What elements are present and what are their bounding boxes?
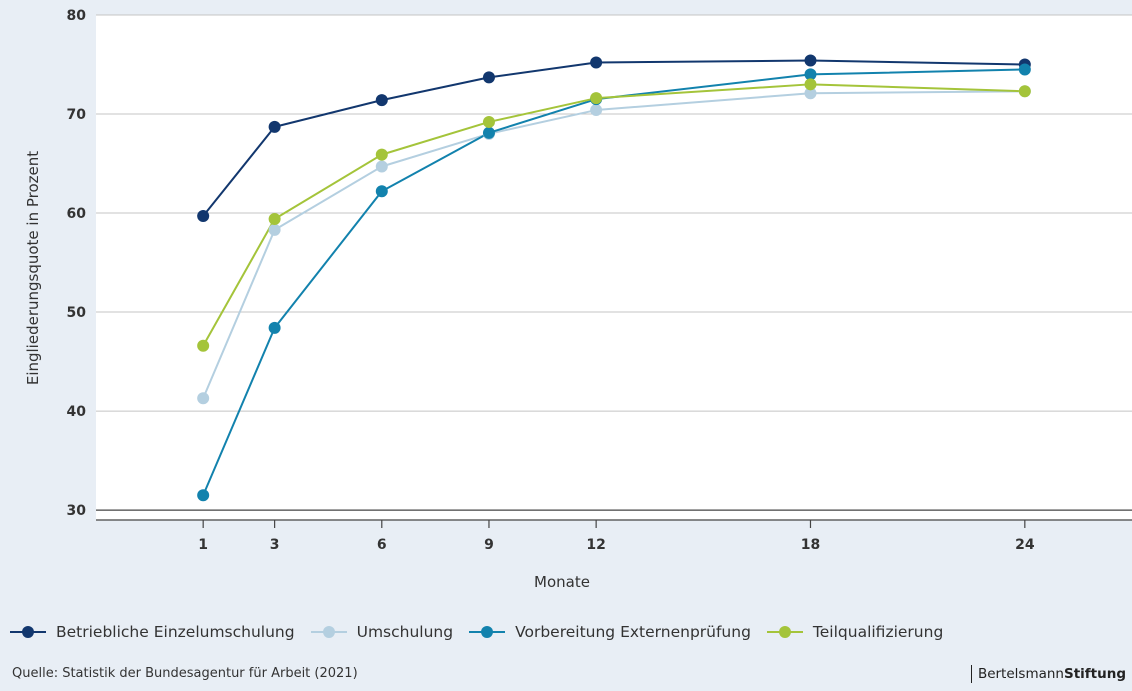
y-tick-label: 60 bbox=[67, 206, 87, 222]
brand-light: Bertelsmann bbox=[977, 666, 1064, 682]
y-tick-label: 50 bbox=[67, 305, 87, 321]
data-point bbox=[804, 54, 817, 67]
y-axis-ticks: 30 40 50 60 70 80 bbox=[67, 8, 87, 519]
x-tick-label: 24 bbox=[1015, 537, 1035, 553]
data-point bbox=[197, 210, 210, 223]
x-tick-label: 18 bbox=[801, 537, 820, 553]
data-point bbox=[590, 92, 603, 105]
data-point bbox=[375, 160, 388, 173]
brand-bold: Stiftung bbox=[1063, 666, 1126, 682]
data-point bbox=[268, 120, 281, 133]
data-point bbox=[590, 104, 603, 117]
legend-item: Umschulung bbox=[309, 623, 453, 641]
x-tick-label: 12 bbox=[586, 537, 605, 553]
y-tick-label: 70 bbox=[67, 107, 87, 123]
data-point bbox=[804, 68, 817, 81]
data-point bbox=[197, 339, 210, 352]
y-tick-label: 30 bbox=[67, 503, 87, 519]
data-point bbox=[375, 148, 388, 161]
plot-area bbox=[96, 15, 1132, 520]
data-point bbox=[375, 94, 388, 107]
legend-marker bbox=[469, 626, 506, 638]
source-note: Quelle: Statistik der Bundesagentur für … bbox=[12, 666, 358, 681]
legend-item: Teilqualifizierung bbox=[765, 623, 943, 641]
legend-item: Vorbereitung Externenprüfung bbox=[467, 623, 751, 641]
data-point bbox=[1018, 63, 1031, 76]
data-point bbox=[482, 126, 495, 139]
data-point bbox=[197, 489, 210, 502]
legend-label: Vorbereitung Externenprüfung bbox=[515, 623, 751, 641]
data-point bbox=[375, 185, 388, 198]
legend-label: Umschulung bbox=[356, 623, 454, 641]
x-tick-label: 3 bbox=[270, 537, 280, 553]
data-point bbox=[590, 56, 603, 69]
legend-label: Teilqualifizierung bbox=[812, 623, 944, 641]
data-point bbox=[482, 71, 495, 84]
data-point bbox=[197, 392, 210, 405]
data-point bbox=[268, 223, 281, 236]
brand-logo: BertelsmannStiftung bbox=[970, 665, 1126, 683]
data-point bbox=[268, 321, 281, 334]
series-group bbox=[197, 54, 1031, 502]
x-axis: 1 3 6 9 12 18 24 bbox=[96, 519, 1132, 553]
legend-marker bbox=[310, 626, 347, 638]
data-point bbox=[1018, 85, 1031, 98]
x-tick-label: 6 bbox=[377, 537, 387, 553]
data-point bbox=[804, 78, 817, 91]
y-tick-label: 40 bbox=[67, 404, 87, 420]
legend-marker bbox=[10, 626, 46, 638]
legend: Betriebliche Einzelumschulung Umschulung V… bbox=[8, 619, 1132, 645]
data-point bbox=[268, 212, 281, 225]
legend-item: Betriebliche Einzelumschulung bbox=[8, 623, 295, 641]
gridlines bbox=[96, 14, 1132, 511]
x-tick-label: 9 bbox=[484, 537, 494, 553]
y-axis-title: Eingliederungsquote in Prozent bbox=[24, 151, 42, 385]
legend-label: Betriebliche Einzelumschulung bbox=[56, 623, 295, 641]
data-point bbox=[482, 115, 495, 128]
data-point bbox=[804, 87, 817, 100]
x-axis-title: Monate bbox=[534, 573, 590, 591]
legend-marker bbox=[766, 626, 803, 638]
y-tick-label: 80 bbox=[67, 8, 87, 24]
x-tick-label: 1 bbox=[198, 537, 208, 553]
